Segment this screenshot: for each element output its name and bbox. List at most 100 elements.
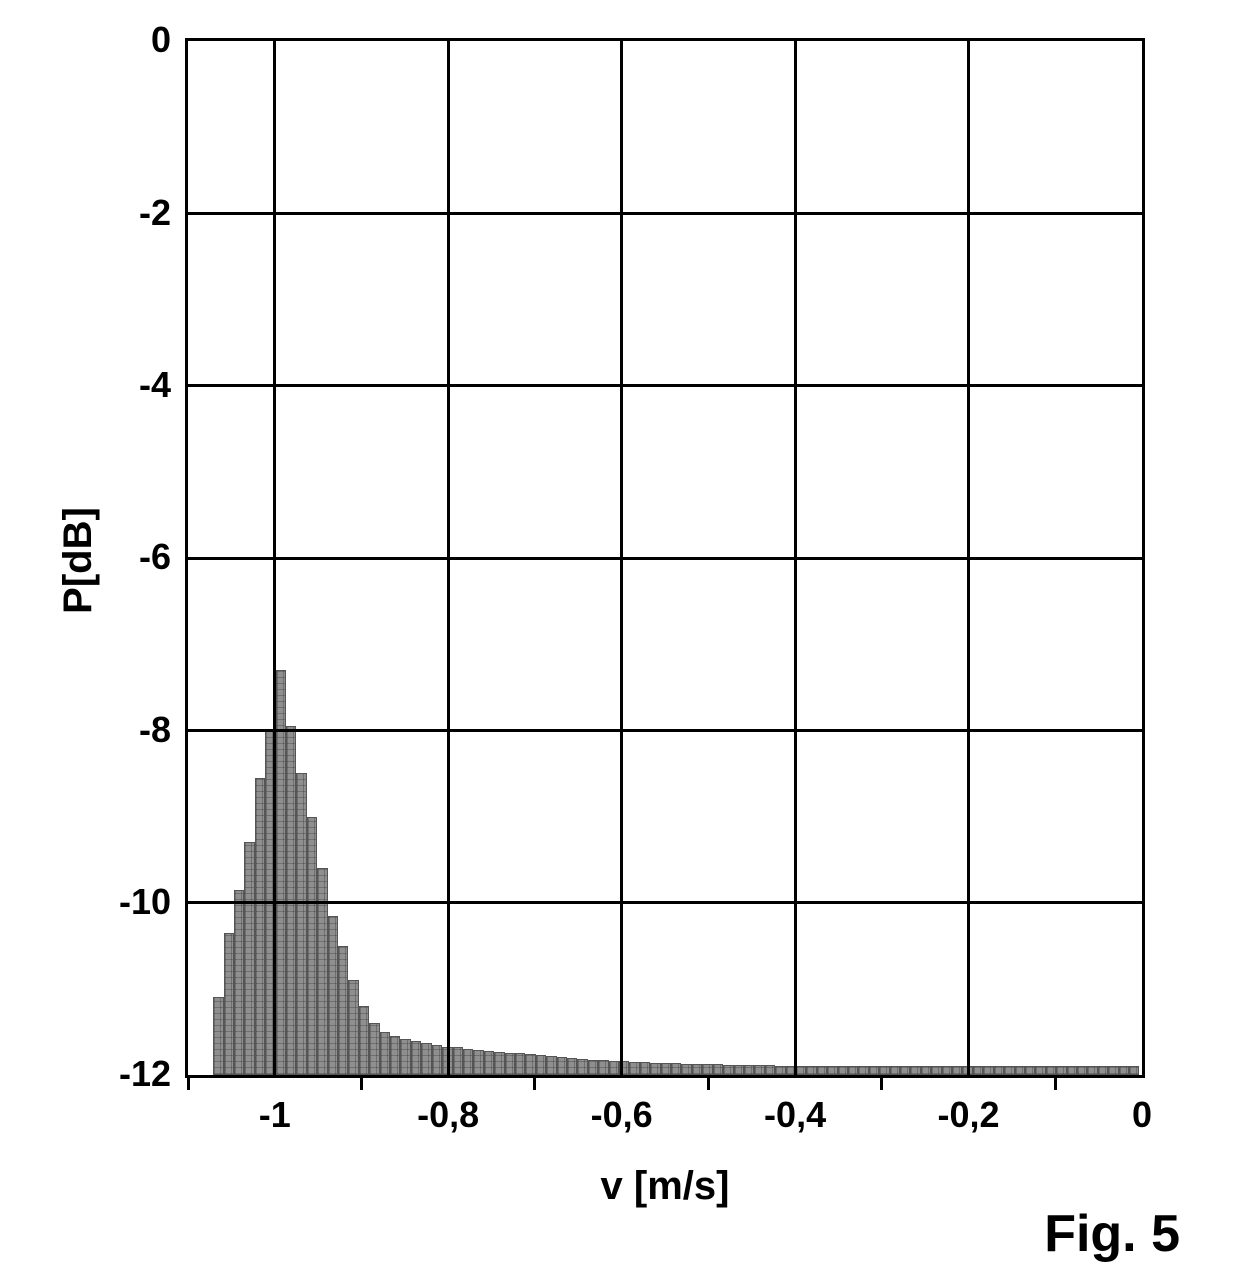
bar <box>577 1059 587 1075</box>
bar <box>525 1054 535 1075</box>
bar <box>671 1063 681 1075</box>
y-tick-label: -10 <box>119 881 171 923</box>
bar <box>494 1052 504 1075</box>
bar <box>359 1006 369 1075</box>
bar <box>900 1066 910 1075</box>
bar <box>838 1066 848 1075</box>
grid-h <box>188 729 1142 732</box>
bar <box>307 817 317 1076</box>
grid-v <box>620 41 623 1075</box>
bar <box>484 1051 494 1075</box>
bar <box>952 1066 962 1075</box>
bar <box>650 1063 660 1075</box>
bar <box>702 1064 712 1075</box>
x-tick-label: -0,6 <box>591 1094 653 1136</box>
x-tick-label: -0,8 <box>417 1094 479 1136</box>
bar <box>994 1066 1004 1075</box>
x-minor-tick <box>707 1076 710 1090</box>
grid-v <box>447 41 450 1075</box>
x-axis-label: v [m/s] <box>601 1164 730 1209</box>
bar <box>942 1066 952 1075</box>
bar <box>390 1036 400 1075</box>
bar <box>588 1060 598 1076</box>
bar <box>505 1053 515 1075</box>
bar <box>338 946 348 1075</box>
bar <box>692 1064 702 1075</box>
y-tick-label: -2 <box>139 192 171 234</box>
bar <box>817 1066 827 1075</box>
bar <box>473 1050 483 1075</box>
bar <box>1098 1066 1108 1075</box>
bar <box>432 1045 442 1075</box>
grid-h <box>188 384 1142 387</box>
bar <box>1119 1066 1129 1075</box>
bar <box>234 890 244 1075</box>
bar <box>536 1055 546 1075</box>
bar <box>453 1047 463 1075</box>
bar <box>734 1065 744 1075</box>
bar <box>775 1066 785 1075</box>
bar <box>765 1065 775 1075</box>
bar <box>567 1058 577 1075</box>
bar <box>255 778 265 1075</box>
bar <box>328 916 338 1075</box>
bar <box>713 1064 723 1075</box>
x-minor-tick <box>1054 1076 1057 1090</box>
grid-h <box>188 901 1142 904</box>
x-minor-tick <box>880 1076 883 1090</box>
bar <box>1035 1066 1045 1075</box>
bar <box>858 1066 868 1075</box>
x-minor-tick <box>360 1076 363 1090</box>
bar <box>380 1032 390 1075</box>
bar <box>546 1056 556 1075</box>
bar <box>213 997 223 1075</box>
bar <box>723 1065 733 1075</box>
bar <box>1067 1066 1077 1075</box>
bar <box>224 933 234 1075</box>
bar <box>629 1062 639 1075</box>
y-tick-label: 0 <box>151 19 171 61</box>
bar <box>1025 1066 1035 1075</box>
y-tick-label: -6 <box>139 536 171 578</box>
x-tick-label: -0,2 <box>938 1094 1000 1136</box>
bar <box>640 1062 650 1075</box>
bar <box>879 1066 889 1075</box>
bar <box>1015 1066 1025 1075</box>
bar <box>411 1041 421 1075</box>
bar <box>1129 1066 1139 1075</box>
bar <box>983 1066 993 1075</box>
x-tick-label: 0 <box>1132 1094 1152 1136</box>
bar <box>369 1023 379 1075</box>
bar <box>400 1039 410 1075</box>
bar <box>421 1043 431 1075</box>
grid-h <box>188 212 1142 215</box>
y-tick-label: -8 <box>139 709 171 751</box>
x-minor-tick <box>533 1076 536 1090</box>
figure-caption: Fig. 5 <box>1044 1204 1180 1264</box>
bar <box>931 1066 941 1075</box>
bar <box>744 1065 754 1075</box>
bar <box>348 980 358 1075</box>
grid-v <box>794 41 797 1075</box>
bar <box>463 1049 473 1075</box>
bar <box>1004 1066 1014 1075</box>
bar <box>890 1066 900 1075</box>
bar <box>1056 1066 1066 1075</box>
bar <box>681 1064 691 1075</box>
bar <box>921 1066 931 1075</box>
y-tick-label: -12 <box>119 1053 171 1095</box>
bar <box>661 1063 671 1075</box>
grid-v <box>967 41 970 1075</box>
bar <box>1046 1066 1056 1075</box>
bar <box>827 1066 837 1075</box>
figure-page: P[dB] 0-2-4-6-8-10-12 -1-0,8-0,6-0,4-0,2… <box>0 0 1240 1282</box>
bar <box>806 1066 816 1075</box>
plot-wrapper: P[dB] 0-2-4-6-8-10-12 -1-0,8-0,6-0,4-0,2… <box>0 0 1240 1278</box>
bar <box>244 842 254 1075</box>
bar <box>754 1065 764 1075</box>
bar <box>973 1066 983 1075</box>
x-tick-label: -0,4 <box>764 1094 826 1136</box>
bar <box>869 1066 879 1075</box>
grid-h <box>188 557 1142 560</box>
bar <box>796 1066 806 1075</box>
